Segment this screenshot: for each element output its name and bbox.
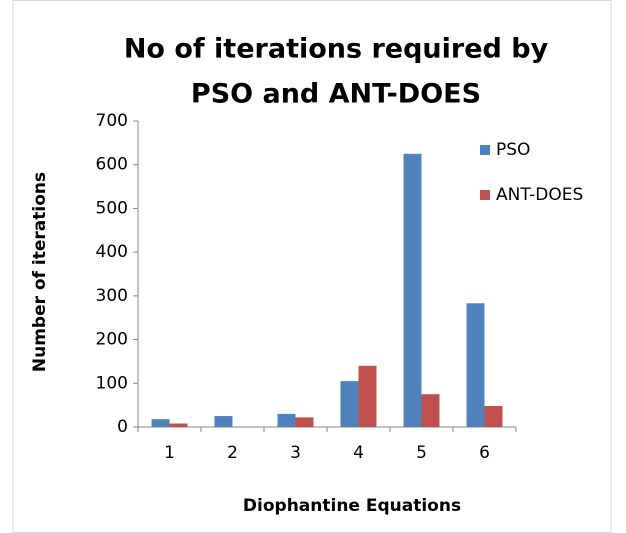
- legend-swatch: [480, 190, 490, 200]
- y-tick-label: 400: [96, 242, 128, 262]
- y-tick-label: 600: [96, 155, 128, 175]
- x-tick-label: 5: [416, 443, 427, 463]
- y-tick-label: 200: [96, 330, 128, 350]
- y-tick-label: 300: [96, 286, 128, 306]
- chart-title: No of iterations required by: [124, 34, 549, 65]
- bar: [214, 416, 233, 427]
- bar: [151, 419, 170, 427]
- x-tick-label: 3: [290, 443, 301, 463]
- bar: [169, 423, 188, 427]
- bar: [358, 365, 377, 427]
- bar: [403, 153, 422, 428]
- bar: [421, 394, 440, 427]
- legend-label: ANT-DOES: [496, 185, 583, 205]
- x-tick-label: 6: [479, 443, 490, 463]
- chart-frame: [12, 0, 612, 533]
- bar: [277, 413, 296, 427]
- y-tick-label: 100: [96, 373, 128, 393]
- bar: [484, 406, 503, 427]
- x-tick-label: 2: [227, 443, 238, 463]
- y-axis-label: Number of iterations: [30, 172, 50, 372]
- bar: [295, 417, 314, 427]
- bar: [340, 381, 359, 427]
- legend-label: PSO: [496, 140, 530, 160]
- y-tick-label: 0: [117, 417, 128, 437]
- y-tick-label: 700: [96, 111, 128, 131]
- y-tick-label: 500: [96, 198, 128, 218]
- bar: [466, 303, 485, 427]
- chart-title: PSO and ANT-DOES: [191, 79, 481, 110]
- x-tick-label: 4: [353, 443, 364, 463]
- x-tick-label: 1: [164, 443, 175, 463]
- x-axis-label: Diophantine Equations: [243, 496, 461, 516]
- legend-swatch: [480, 145, 490, 155]
